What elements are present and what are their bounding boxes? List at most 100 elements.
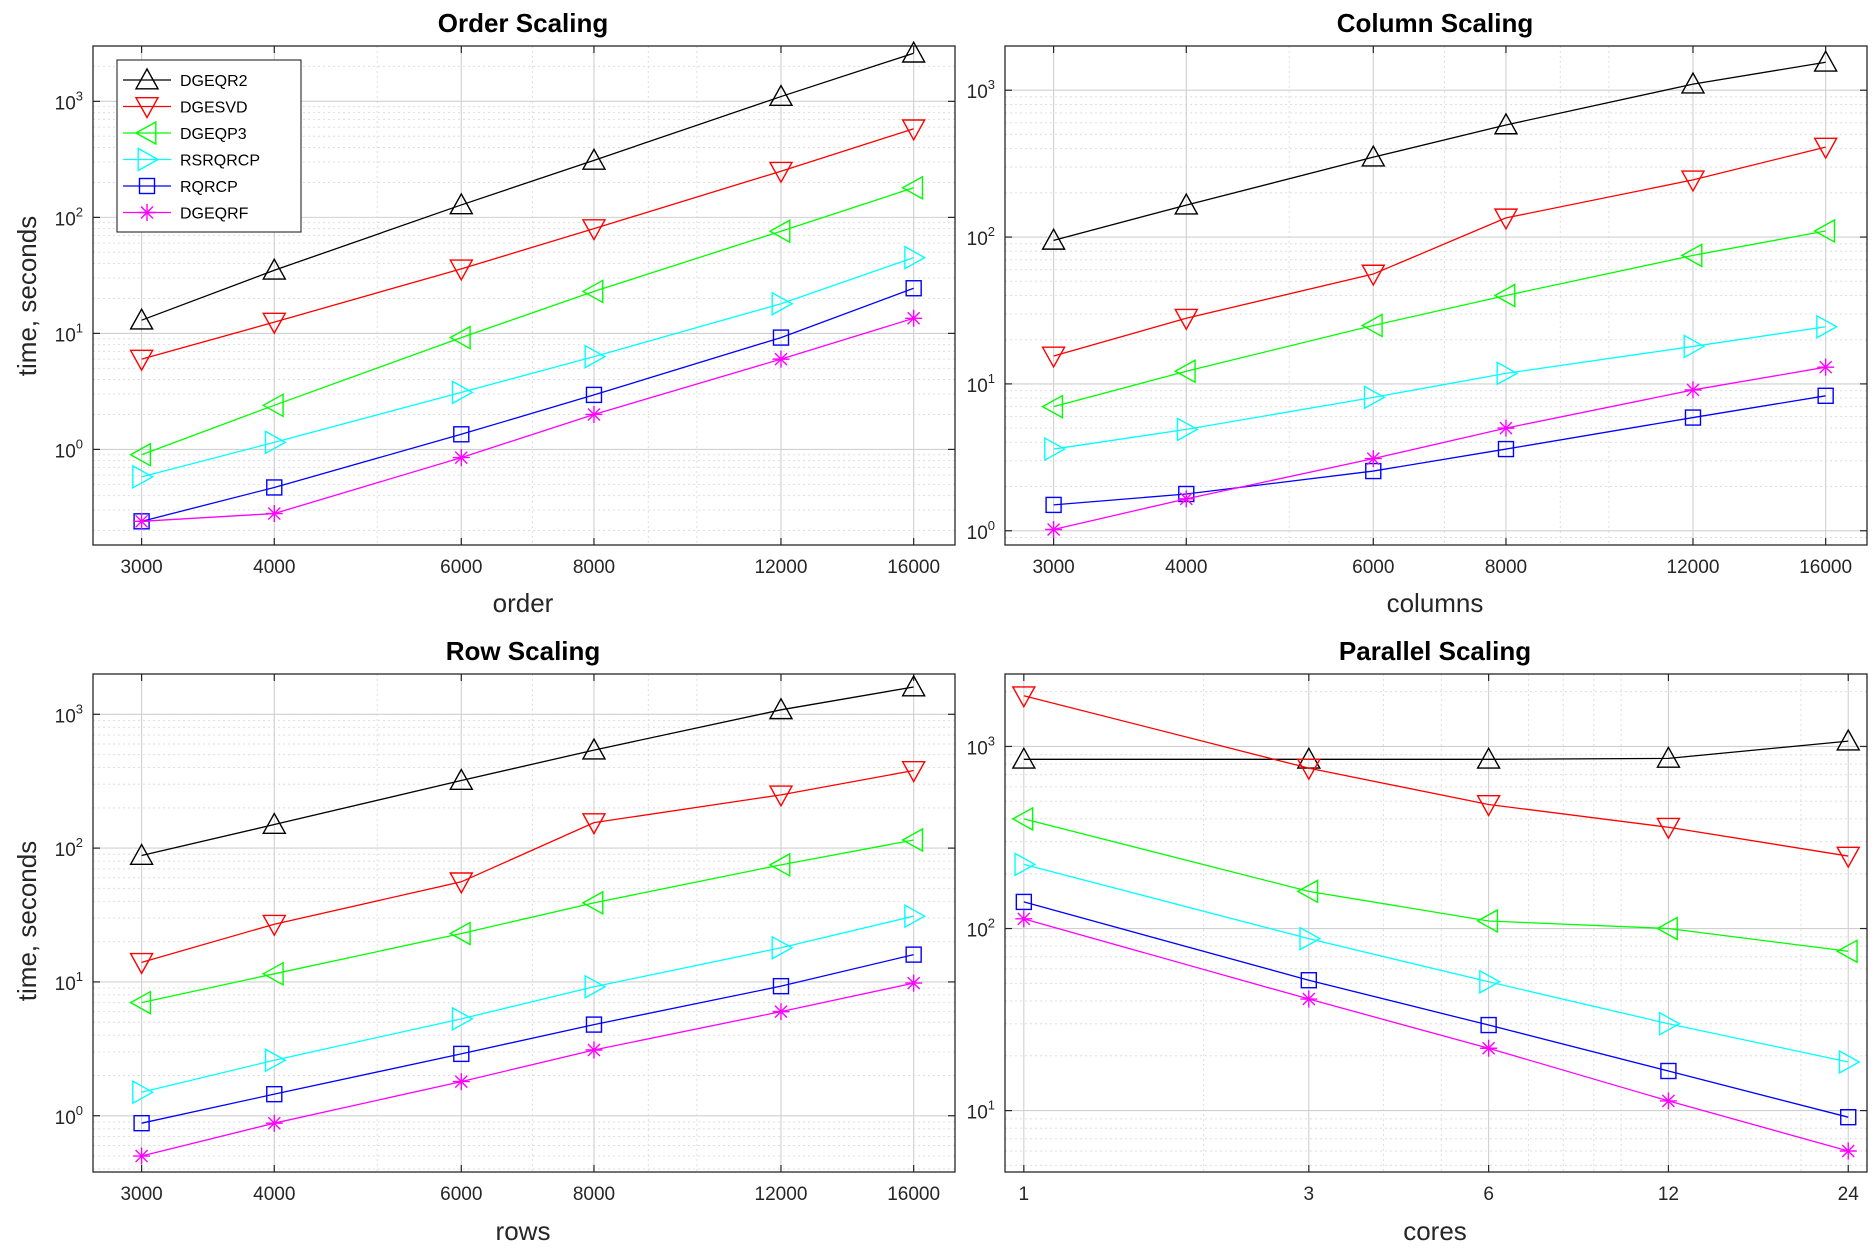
series-dgeqr2 bbox=[1011, 728, 1861, 769]
data-point bbox=[1497, 440, 1515, 458]
data-point bbox=[261, 393, 284, 418]
series-line bbox=[1053, 61, 1826, 241]
x-axis-label: columns bbox=[1387, 588, 1484, 618]
axes-box bbox=[1004, 673, 1868, 1173]
data-point bbox=[1360, 313, 1383, 338]
data-point bbox=[1011, 686, 1037, 709]
y-tick-label: 103 bbox=[55, 88, 83, 114]
data-point bbox=[901, 827, 924, 853]
data-point bbox=[265, 1114, 283, 1132]
x-axis-label: cores bbox=[1403, 1216, 1467, 1246]
y-tick-label: 101 bbox=[55, 320, 83, 346]
data-point bbox=[901, 175, 924, 200]
series-rqrcp bbox=[133, 280, 922, 530]
series-line bbox=[141, 52, 914, 321]
data-point bbox=[129, 843, 154, 866]
data-point bbox=[904, 245, 927, 270]
data-point bbox=[1813, 137, 1838, 160]
panel-title: Column Scaling bbox=[1337, 8, 1533, 38]
series-line bbox=[1053, 366, 1826, 531]
series-line bbox=[141, 915, 914, 1093]
series-dgeqr2 bbox=[129, 674, 926, 866]
data-point bbox=[1817, 358, 1835, 376]
series-dgeqr2 bbox=[129, 40, 926, 330]
x-tick-label: 12000 bbox=[755, 557, 808, 578]
y-tick-label: 102 bbox=[967, 916, 995, 942]
y-tick-label: 103 bbox=[55, 701, 83, 727]
axes-box bbox=[92, 673, 956, 1173]
data-point bbox=[262, 257, 287, 280]
data-point bbox=[129, 442, 152, 467]
data-point bbox=[451, 1006, 474, 1032]
series-rqrcp bbox=[1045, 387, 1834, 514]
data-point bbox=[1840, 1108, 1857, 1126]
legend-marker bbox=[134, 67, 160, 90]
series-dgeqrf bbox=[133, 309, 923, 530]
x-tick-label: 4000 bbox=[253, 557, 295, 578]
series-rsrqrcp bbox=[1014, 852, 1861, 1075]
series-line bbox=[1023, 863, 1849, 1063]
legend-label: RQRCP bbox=[180, 179, 238, 196]
y-tick-label: 102 bbox=[967, 224, 995, 250]
data-point bbox=[768, 852, 791, 878]
series-dgeqr2 bbox=[1041, 49, 1838, 250]
x-tick-label: 12 bbox=[1658, 1184, 1679, 1205]
series-dgeqp3 bbox=[129, 175, 924, 467]
series-line bbox=[141, 953, 914, 1124]
data-point bbox=[449, 259, 474, 282]
data-point bbox=[133, 512, 151, 530]
data-point bbox=[1299, 926, 1322, 951]
data-point bbox=[1817, 387, 1834, 404]
axes-box bbox=[1004, 45, 1868, 546]
data-point bbox=[585, 386, 603, 404]
legend-entry: DGESVD bbox=[123, 96, 248, 119]
plot-area-2: 3000 4000 6000 8000 12000 16000 100 101 102 103 bbox=[55, 673, 956, 1205]
data-point bbox=[1011, 746, 1037, 769]
data-point bbox=[449, 192, 474, 215]
x-tick-label: 3 bbox=[1304, 1184, 1315, 1205]
data-point bbox=[129, 349, 154, 372]
y-tick-label: 102 bbox=[55, 204, 83, 230]
data-point bbox=[585, 1016, 603, 1033]
data-point bbox=[768, 84, 794, 107]
panel-title: Row Scaling bbox=[446, 636, 601, 666]
x-tick-label: 3000 bbox=[120, 557, 162, 578]
x-tick-label: 3000 bbox=[120, 1184, 162, 1205]
data-point bbox=[768, 161, 794, 184]
plot-area-1: 3000 4000 6000 8000 12000 16000 100 101 102 103 bbox=[967, 45, 1868, 578]
data-point bbox=[585, 1041, 603, 1059]
data-point bbox=[1015, 893, 1033, 911]
data-point bbox=[452, 1073, 470, 1091]
x-axis-label: rows bbox=[496, 1216, 551, 1246]
x-tick-label: 12000 bbox=[1667, 557, 1720, 578]
data-point bbox=[1659, 1092, 1677, 1110]
data-point bbox=[265, 505, 283, 523]
panel-title: Parallel Scaling bbox=[1339, 636, 1531, 666]
data-point bbox=[581, 890, 604, 916]
data-point bbox=[1660, 1062, 1677, 1080]
data-point bbox=[581, 279, 604, 304]
y-tick-label: 101 bbox=[55, 969, 83, 995]
x-tick-label: 16000 bbox=[1799, 557, 1852, 578]
data-point bbox=[132, 1080, 155, 1105]
series-line bbox=[1023, 818, 1849, 952]
data-point bbox=[1296, 758, 1322, 781]
data-point bbox=[1177, 490, 1195, 508]
series-dgeqrf bbox=[1045, 358, 1835, 539]
data-point bbox=[453, 1045, 470, 1063]
x-tick-label: 12000 bbox=[755, 1184, 808, 1205]
data-point bbox=[1838, 1049, 1861, 1075]
series-line bbox=[1023, 901, 1849, 1118]
series-dgesvd bbox=[129, 119, 926, 372]
data-point bbox=[1041, 346, 1066, 369]
data-point bbox=[264, 430, 287, 455]
data-point bbox=[584, 344, 607, 369]
x-tick-label: 16000 bbox=[887, 1184, 940, 1205]
data-point bbox=[129, 990, 152, 1015]
series-line bbox=[1023, 918, 1849, 1152]
legend-marker bbox=[137, 147, 160, 172]
data-point bbox=[901, 119, 926, 142]
y-tick-label: 103 bbox=[967, 77, 995, 103]
panel-parallel-scaling: Parallel Scaling cores bbox=[1339, 636, 1531, 1246]
x-tick-label: 6000 bbox=[440, 1184, 482, 1205]
